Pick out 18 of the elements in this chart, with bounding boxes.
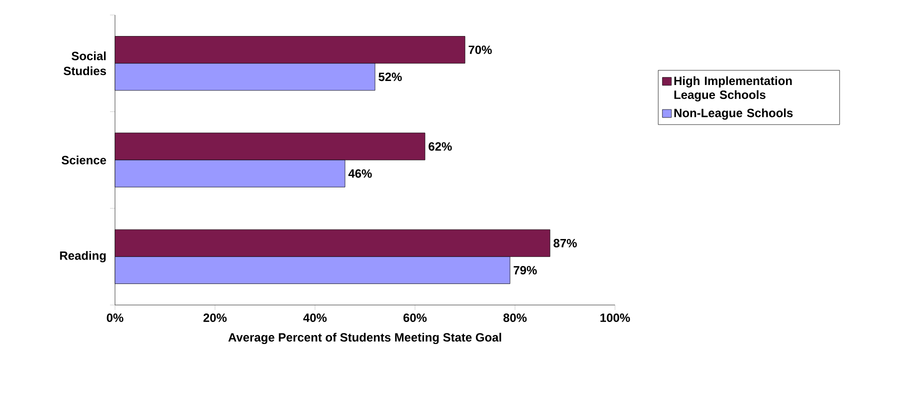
data-label: 62% — [428, 142, 452, 151]
data-label: 52% — [378, 72, 402, 82]
legend-label: High Implementation League Schools — [674, 76, 792, 102]
x-axis-title: Average Percent of Students Meeting State Goal — [228, 332, 502, 344]
data-label: 46% — [348, 169, 372, 178]
y-tick-label: Reading — [60, 251, 106, 262]
legend-label: Non-League Schools — [674, 108, 793, 120]
y-tick-label: Science — [62, 156, 106, 164]
data-label: 79% — [514, 266, 537, 274]
x-tick-label: 40% — [303, 314, 327, 322]
data-label: 87% — [554, 238, 577, 248]
data-label: 70% — [468, 46, 492, 54]
x-tick-label: 0% — [106, 314, 124, 322]
x-tick-label: 80% — [503, 314, 527, 322]
x-tick-label: 60% — [403, 314, 427, 322]
y-tick-label: Social Studies — [64, 51, 106, 76]
x-tick-label: 100% — [600, 314, 630, 322]
x-tick-label: 20% — [203, 314, 227, 322]
